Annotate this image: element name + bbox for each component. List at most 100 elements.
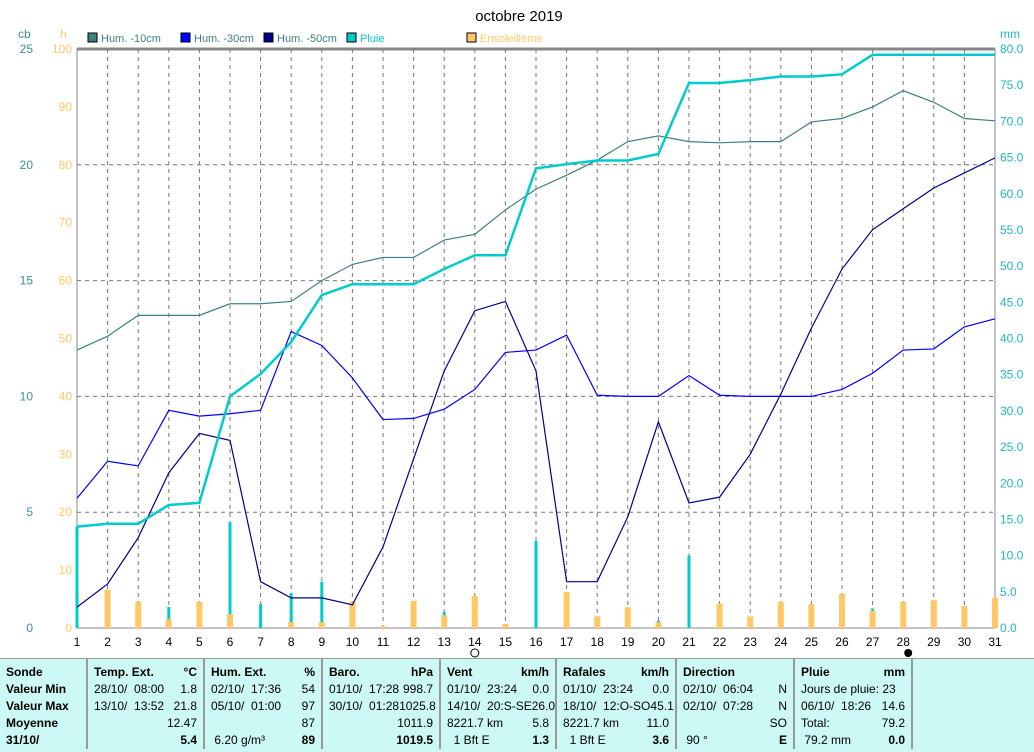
stat-value: SO [769, 716, 787, 730]
column-header: Vent km/h [447, 664, 549, 681]
h-tick-label: 30 [59, 447, 73, 461]
stat-value: N [778, 699, 787, 713]
x-tick-label: 9 [318, 635, 325, 649]
bar-ensoleilleme [716, 603, 723, 628]
h-tick-label: 70 [59, 216, 73, 230]
h-tick-label: 0 [65, 621, 72, 635]
x-tick-label: 6 [227, 635, 234, 649]
stats-column: Hum. Ext.% 02/10/ 17:36 54 05/10/ 01:00 97 87… [205, 659, 323, 749]
row-label: Sonde [6, 665, 43, 679]
mm-tick-label: 30.0 [1000, 404, 1024, 418]
bar-ensoleilleme [502, 623, 509, 628]
stat-cell: 8221.7 km 11.0 [563, 715, 669, 732]
bar-ensoleilleme [563, 592, 570, 628]
h-tick-label: 90 [59, 100, 73, 114]
bar-ensoleilleme [839, 593, 845, 628]
stat-value: 87 [301, 716, 315, 730]
stat-cell: 14/10/ 20:S-SE 26.0 [447, 698, 555, 715]
x-tick-label: 19 [621, 635, 635, 649]
mm-tick-label: 80.0 [1000, 42, 1024, 56]
mm-tick-label: 20.0 [1000, 476, 1024, 490]
stat-text: 01/10/ 17:28 [329, 682, 400, 696]
stat-value: 0.0 [652, 682, 669, 696]
stat-value: 5.4 [180, 733, 197, 747]
legend-label: Hum. -30cm [194, 33, 254, 45]
stat-cell: SO [683, 715, 787, 732]
legend-swatch [466, 32, 477, 43]
stat-text: 1 Bft E [563, 733, 606, 747]
row-label: 31/10/ [6, 733, 40, 747]
stat-value: 12.47 [166, 716, 197, 730]
stat-value: 0.0 [532, 682, 549, 696]
stat-value: 97 [301, 699, 315, 713]
x-tick-label: 10 [346, 635, 360, 649]
stat-cell: 18/10/ 12:O-SO 45.1 [563, 698, 674, 715]
cb-tick-label: 20 [20, 158, 34, 172]
moon-full-icon [470, 648, 480, 658]
stats-column: Pluie mm Jours de pluie: 23 06/10/ 18:26 14.… [795, 659, 913, 749]
stat-value: 1011.9 [397, 716, 433, 730]
h-tick-label: 50 [59, 332, 73, 346]
bar-pluie-journali-re [228, 522, 232, 628]
column-header: Temp. Ext. °C [94, 664, 197, 681]
chart-title: octobre 2019 [475, 8, 563, 25]
stats-column: Vent km/h 01/10/ 23:24 0.0 14/10/ 20:S-SE 26.… [441, 659, 557, 749]
stats-column: Temp. Ext. °C 28/10/ 08:00 1.8 13/10/ 13:52 2… [88, 659, 205, 749]
bar-pluie-journali-re [289, 593, 293, 628]
h-tick-label: 40 [59, 389, 73, 403]
bar-ensoleilleme [349, 601, 356, 628]
x-tick-label: 3 [135, 635, 142, 649]
mm-tick-label: 50.0 [1000, 259, 1024, 273]
stat-text: 13/10/ 13:52 [94, 699, 165, 713]
bar-ensoleilleme [961, 605, 968, 628]
bar-ensoleilleme [624, 607, 631, 628]
column-header: Pluie mm [801, 664, 905, 681]
bar-ensoleilleme [288, 622, 295, 628]
stat-value: 1019.5 [396, 733, 433, 747]
stat-value: 0.0 [888, 733, 905, 747]
stat-cell: 1 Bft E 1.3 [447, 732, 549, 749]
bar-ensoleilleme [930, 600, 937, 628]
bar-ensoleilleme [441, 615, 448, 628]
stat-cell: 06/10/ 18:26 14.6 [801, 698, 905, 715]
stat-text: 30/10/ 01:28 [329, 699, 400, 713]
stat-cell: 90 ° E [683, 732, 787, 749]
stat-text: 14/10/ 20:S-SE [447, 699, 532, 713]
x-tick-label: 2 [104, 635, 111, 649]
stat-text: 8221.7 km [447, 716, 504, 730]
mm-tick-label: 55.0 [1000, 223, 1024, 237]
line-pluie [76, 53, 995, 528]
legend-swatch [346, 32, 357, 43]
bar-ensoleilleme [471, 596, 478, 628]
h-tick-label: 10 [59, 563, 73, 577]
mm-tick-label: 60.0 [1000, 187, 1024, 201]
mm-tick-label: 0.0 [1000, 621, 1017, 635]
legend-swatch [263, 32, 274, 43]
stat-text: 01/10/ 23:24 [447, 682, 518, 696]
stats-column: Baro. hPa 01/10/ 17:28 998.7 30/10/ 01:28 102… [323, 659, 441, 749]
header-label: Vent [447, 665, 473, 679]
stat-value: 3.6 [652, 733, 669, 747]
row-label: Moyenne [6, 716, 59, 730]
mm-tick-label: 15.0 [1000, 512, 1024, 526]
line-hum-30cm [76, 318, 996, 499]
row-label: Valeur Max [6, 699, 69, 713]
column-header: Baro. hPa [329, 664, 433, 681]
legend-swatch [180, 32, 191, 43]
bar-ensoleilleme [227, 614, 233, 628]
stat-cell: 02/10/ 06:04 N [683, 681, 787, 698]
stat-cell: 28/10/ 08:00 1.8 [94, 681, 197, 698]
stat-value: 14.6 [881, 699, 905, 713]
x-tick-label: 24 [774, 635, 788, 649]
x-tick-label: 17 [560, 635, 574, 649]
cb-axis-label: cb [18, 27, 31, 41]
bar-pluie-journali-re [75, 526, 79, 628]
legend-swatch [87, 32, 98, 43]
stat-cell: 30/10/ 01:28 1025.8 [329, 698, 436, 715]
x-tick-label: 8 [288, 635, 295, 649]
header-label: Baro. [329, 665, 360, 679]
stat-value: 11.0 [646, 716, 669, 730]
x-tick-label: 22 [713, 635, 727, 649]
stat-text: 8221.7 km [563, 716, 620, 730]
x-tick-label: 7 [257, 635, 264, 649]
